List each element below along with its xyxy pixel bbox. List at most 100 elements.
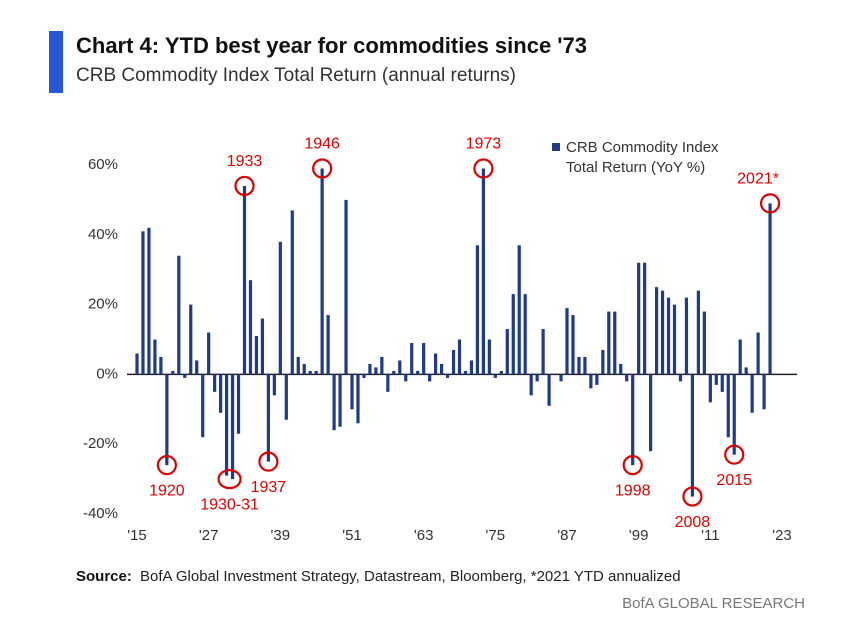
x-tick-label: '23 [772, 527, 792, 544]
bar [260, 318, 265, 375]
bar [654, 287, 659, 375]
bar [368, 363, 372, 375]
bar [535, 374, 539, 382]
bar [314, 370, 318, 375]
bar [601, 349, 605, 375]
annotation-circle [724, 444, 745, 465]
bar [165, 374, 169, 466]
bar [463, 370, 468, 375]
bar [541, 329, 545, 375]
bar [720, 374, 724, 392]
bar [356, 374, 360, 424]
bar [726, 374, 730, 438]
bar [189, 304, 193, 375]
x-tick-label: '15 [127, 527, 147, 544]
annotation: 1973 [466, 136, 502, 153]
title-accent [49, 31, 63, 93]
bar [732, 374, 736, 455]
bar [475, 245, 480, 375]
annotation-circle [682, 486, 703, 507]
bar [445, 374, 450, 378]
bar [326, 315, 330, 375]
legend-label: CRB Commodity Index Total Return (YoY %) [566, 139, 719, 176]
annotation: 1946 [304, 136, 340, 153]
annotation: 2008 [675, 514, 711, 531]
x-tick-label: '11 [701, 527, 719, 544]
annotation: 1930-31 [200, 496, 259, 513]
bar [350, 374, 354, 410]
bar [451, 349, 456, 375]
bar [505, 329, 509, 375]
annotation: 2015 [716, 472, 752, 489]
bar [236, 374, 241, 434]
bar [511, 294, 515, 375]
y-tick-label: 40% [88, 226, 118, 243]
annotation: 1998 [615, 482, 651, 499]
bar [380, 356, 384, 375]
bar [308, 370, 312, 375]
x-tick-label: '27 [199, 527, 219, 544]
bar [649, 374, 653, 452]
annotation-circle [156, 455, 177, 476]
bar [153, 339, 157, 375]
annotation-circle [759, 193, 781, 214]
bar [457, 339, 462, 375]
bar [595, 374, 599, 385]
bar [332, 374, 336, 431]
bar [230, 374, 235, 480]
bar [248, 280, 253, 375]
bar [571, 315, 575, 375]
bar [404, 374, 408, 382]
bar [434, 353, 438, 375]
bar [625, 374, 629, 382]
bar [422, 342, 426, 375]
bar [619, 363, 623, 375]
footer: BofA GLOBAL RESEARCH [622, 595, 805, 612]
bar [207, 332, 211, 375]
bar [762, 374, 766, 410]
bar [428, 374, 432, 382]
annotation-circle [312, 158, 333, 179]
bar [583, 356, 587, 375]
annotation-circle [234, 175, 255, 197]
bar [637, 262, 641, 375]
bar [547, 374, 551, 406]
bar [213, 374, 217, 392]
bar [696, 290, 700, 375]
x-tick-label: '39 [271, 527, 291, 544]
bar [272, 374, 276, 396]
bar [439, 363, 444, 375]
bar [410, 342, 414, 375]
bar [147, 227, 151, 375]
y-tick-label: -20% [83, 435, 118, 452]
bar [517, 245, 521, 375]
bar [254, 336, 259, 375]
source-label: Source: [76, 568, 132, 585]
bar [398, 360, 402, 375]
bar [278, 241, 282, 375]
bar [201, 374, 205, 438]
bar [290, 210, 294, 375]
bar [643, 262, 647, 375]
x-tick-label: '99 [629, 527, 649, 544]
y-tick-label: 0% [96, 365, 118, 382]
annotation: 1933 [227, 153, 263, 170]
bar [344, 199, 348, 375]
x-tick-label: '87 [557, 527, 577, 544]
x-tick-label: '75 [486, 527, 506, 544]
bar [744, 367, 748, 375]
bar [589, 374, 593, 389]
bar [768, 203, 772, 375]
bar [613, 311, 617, 375]
bar [416, 370, 420, 375]
bar [499, 370, 503, 375]
bar [684, 297, 689, 375]
bar [386, 374, 390, 392]
bar [469, 360, 474, 375]
bar [678, 374, 683, 382]
bar [266, 374, 270, 462]
bar [338, 374, 342, 427]
annotation-circle [622, 455, 643, 476]
bar [523, 294, 527, 375]
